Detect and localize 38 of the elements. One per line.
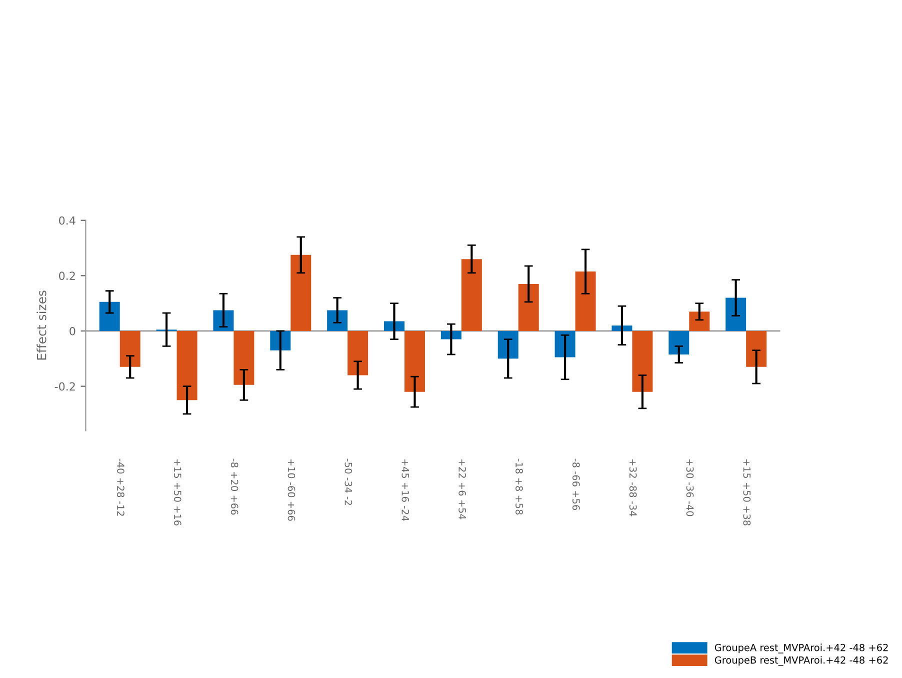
bar (99, 302, 120, 331)
x-tick-label: -8 -66 +56 (572, 458, 580, 510)
y-tick-label: 0.4 (59, 216, 76, 225)
bar (575, 272, 596, 331)
bar (632, 330, 653, 392)
y-tick-label: 0.2 (59, 272, 75, 280)
bar (498, 330, 518, 359)
bar (327, 310, 348, 331)
y-tick-label: -0.2 (54, 382, 75, 391)
bar (518, 284, 539, 331)
bar (234, 330, 254, 385)
bar (348, 330, 368, 376)
legend-label: GroupeB rest_MVPAroi.+42 -48 +62 (714, 656, 888, 666)
x-tick-label: +45 +16 -24 (402, 459, 410, 521)
x-tick-label: +32 -88 -34 (629, 459, 637, 516)
bar (726, 298, 746, 331)
x-tick-label: -40 +28 -12 (117, 458, 124, 516)
y-tick-label: 0 (70, 326, 76, 336)
bar (689, 312, 710, 331)
x-tick-label: +22 +6 +54 (458, 459, 466, 520)
bar (461, 259, 482, 331)
x-tick-label: -50 -34 -2 (344, 458, 352, 505)
bar (404, 330, 425, 392)
bar (440, 330, 462, 340)
bar (120, 330, 140, 367)
bar (290, 254, 312, 331)
x-tick-label: -18 +8 +58 (516, 458, 523, 515)
bar (746, 330, 767, 367)
x-tick-label: -8 +20 +66 (230, 458, 238, 515)
y-axis-title: Effect sizes (36, 290, 46, 360)
bar (668, 330, 690, 354)
x-tick-label: +15 +50 +16 (174, 459, 182, 526)
x-tick-label: +10 -60 +66 (288, 459, 296, 521)
bar (176, 330, 198, 400)
x-tick-label: +15 +50 +38 (743, 459, 751, 526)
x-tick-label: +30 -36 -40 (686, 459, 694, 516)
legend-label: GroupeA rest_MVPAroi.+42 -48 +62 (714, 644, 888, 654)
bar (612, 325, 632, 331)
